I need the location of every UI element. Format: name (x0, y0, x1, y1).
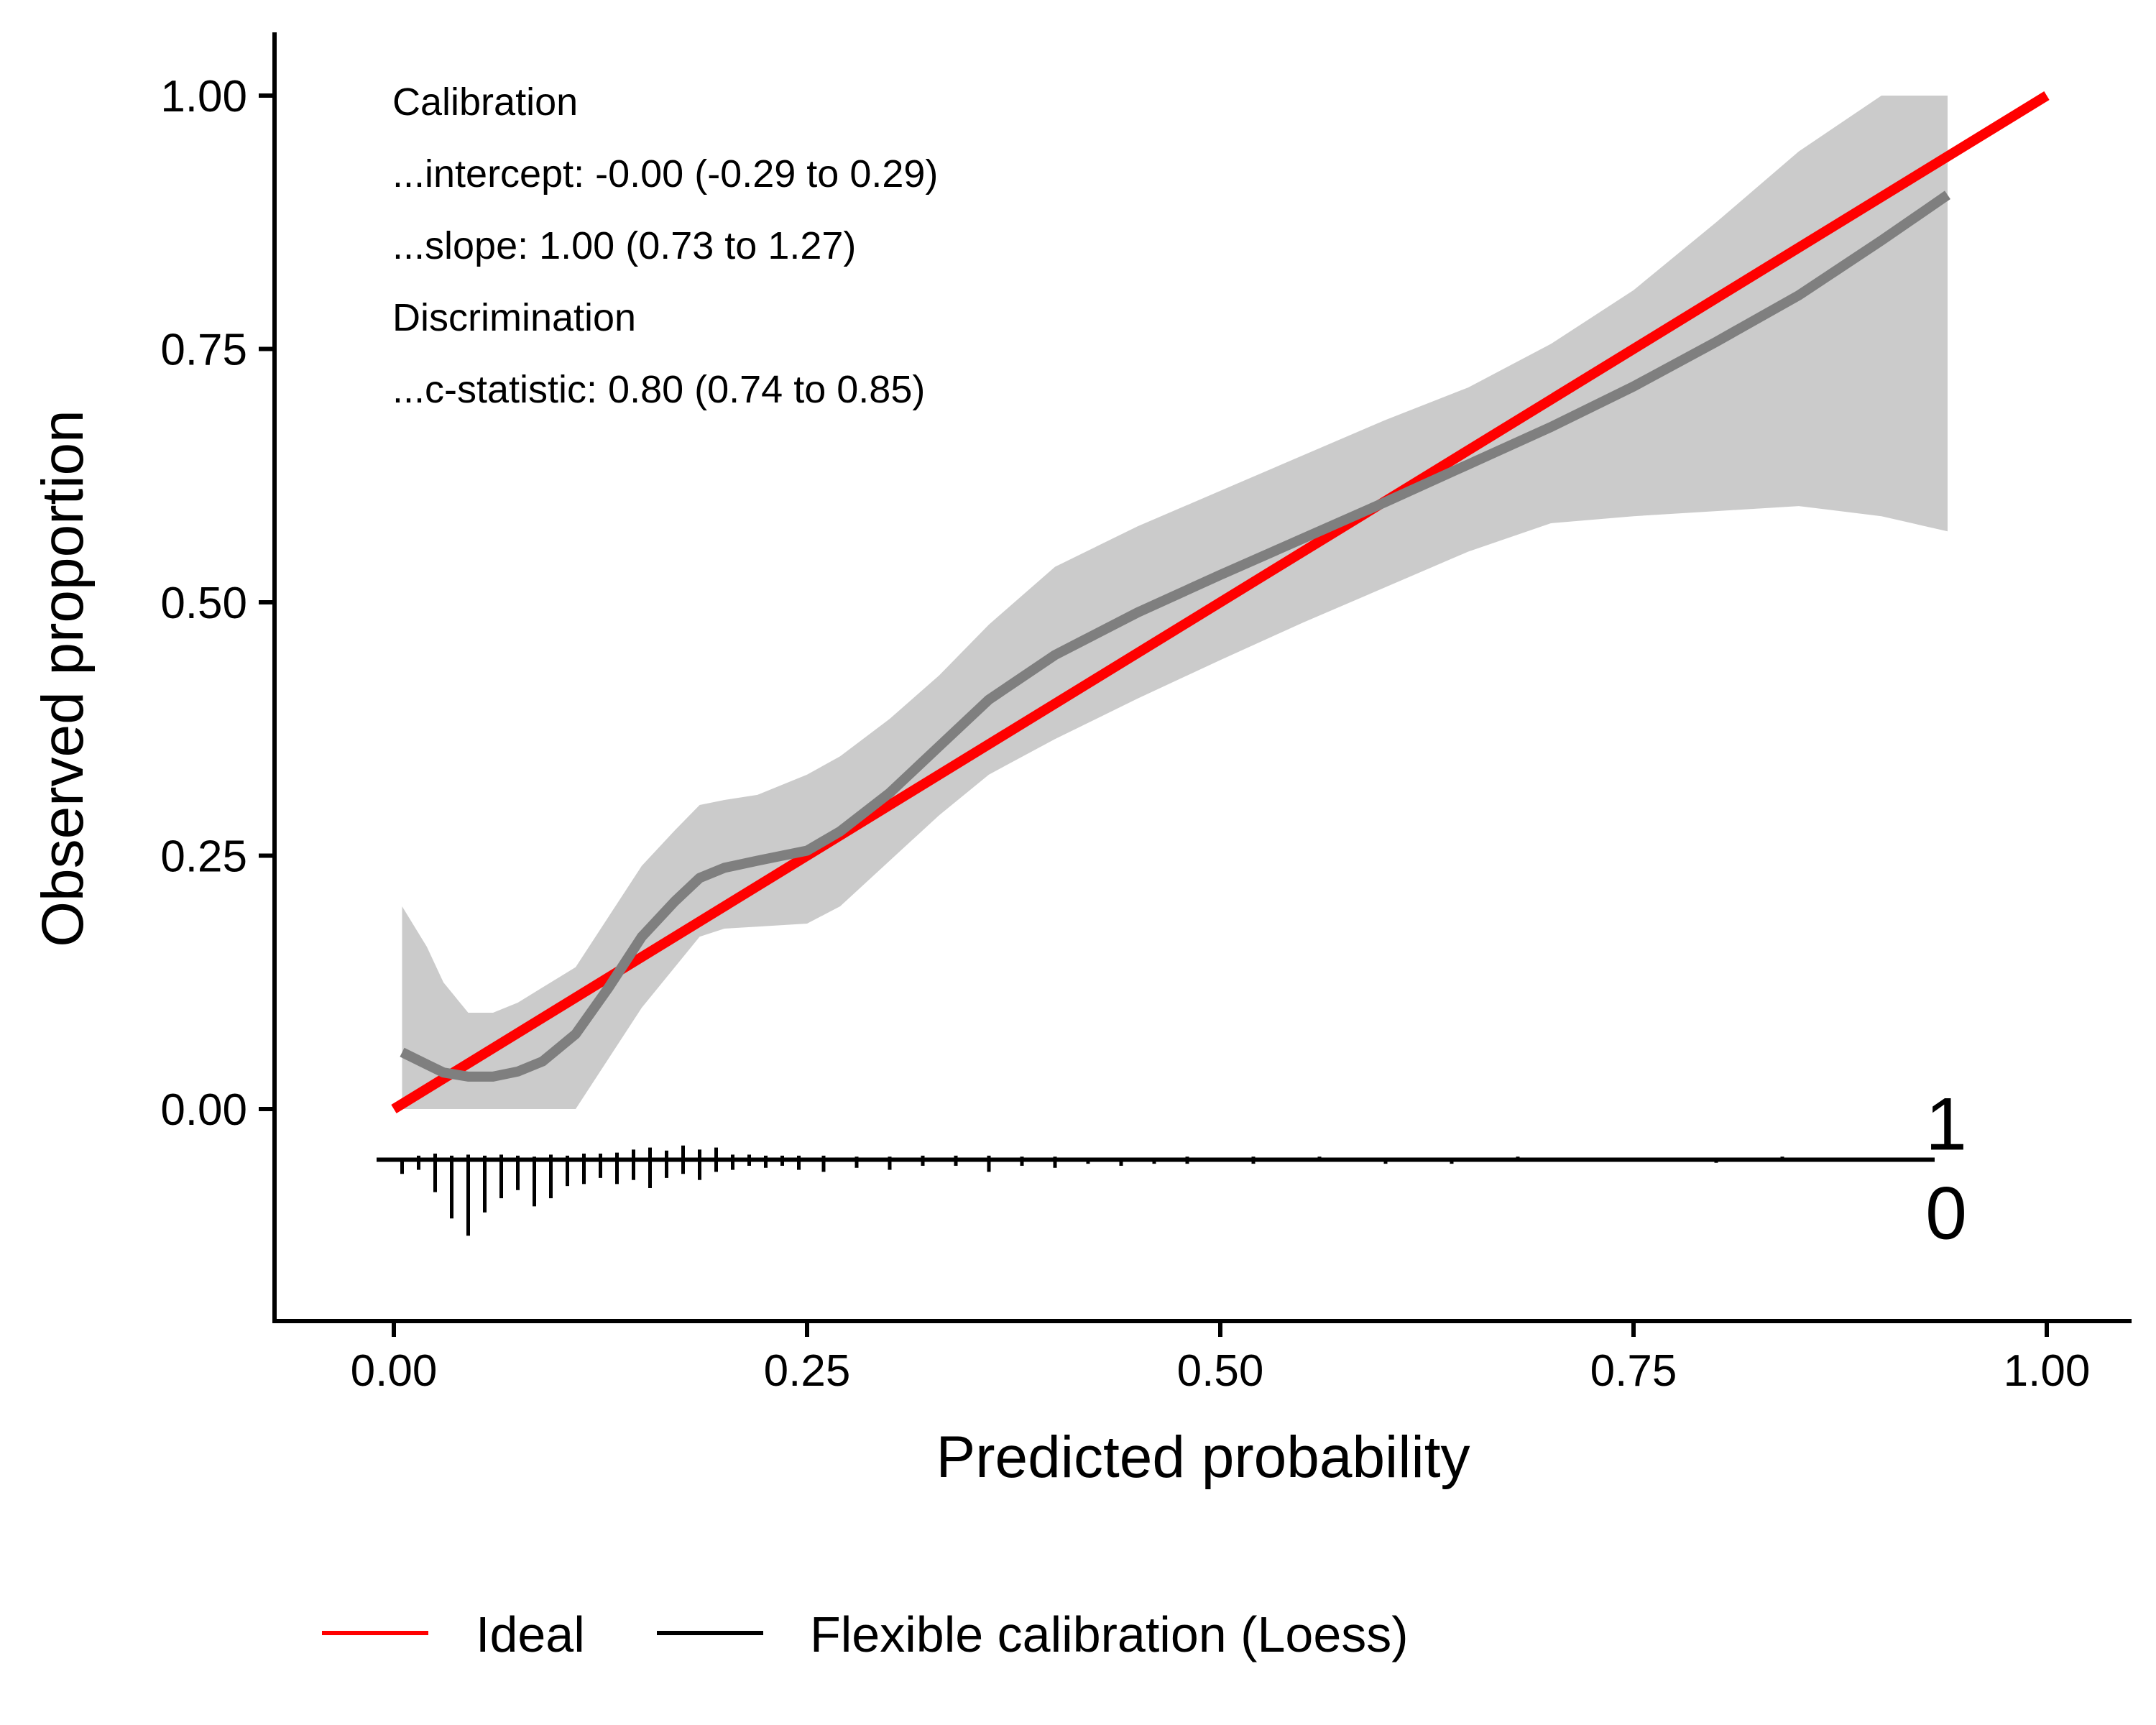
x-axis-title: Predicted probability (936, 1425, 1470, 1490)
ideal-line-layer (391, 91, 2050, 1113)
y-tick-label: 0.25 (160, 832, 247, 882)
legend-label: Ideal (476, 1606, 585, 1662)
y-tick-label: 1.00 (160, 72, 247, 121)
loess-line-layer (400, 190, 1950, 1082)
y-tick-label: 0.75 (160, 326, 247, 375)
annotation-line: ...c-statistic: 0.80 (0.74 to 0.85) (392, 368, 925, 411)
y-axis-title: Observed proportion (30, 410, 96, 947)
distribution-label-1: 1 (1925, 1083, 1967, 1167)
annotation-line: Discrimination (392, 296, 636, 339)
x-tick-label: 0.00 (351, 1346, 438, 1396)
annotation-line: ...slope: 1.00 (0.73 to 1.27) (392, 224, 856, 267)
x-tick-label: 0.75 (1590, 1346, 1677, 1396)
distribution-rug-layer: 10 (377, 1083, 1967, 1256)
x-tick-label: 0.25 (764, 1346, 851, 1396)
y-tick-label: 0.50 (160, 579, 247, 628)
axes-layer: 0.00 0.25 0.50 0.75 1.00 0.00 0.25 0.50 0.75 1.00 (160, 32, 2132, 1396)
y-tick-label: 0.00 (160, 1085, 247, 1135)
legend-label: Flexible calibration (Loess) (810, 1606, 1409, 1662)
x-tick-label: 0.50 (1177, 1346, 1264, 1396)
ideal-line (391, 91, 2050, 1113)
distribution-label-0: 0 (1925, 1172, 1967, 1256)
annotation-line: Calibration (392, 80, 578, 124)
annotation-block: Calibration ...intercept: -0.00 (-0.29 to… (392, 80, 938, 411)
legend: Ideal Flexible calibration (Loess) (322, 1606, 1409, 1662)
annotation-line: ...intercept: -0.00 (-0.29 to 0.29) (392, 152, 938, 196)
x-tick-label: 1.00 (2004, 1346, 2091, 1396)
loess-line (400, 190, 1950, 1082)
